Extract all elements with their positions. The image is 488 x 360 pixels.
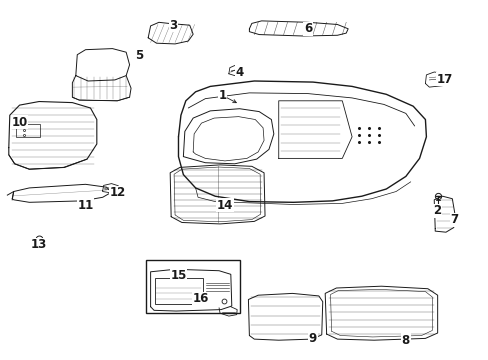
Text: 8: 8 [401,334,409,347]
Text: 6: 6 [304,22,311,35]
Text: 9: 9 [308,332,316,345]
Text: 15: 15 [170,269,186,282]
Text: 14: 14 [216,199,233,212]
Text: 2: 2 [433,204,441,217]
Text: 17: 17 [436,73,452,86]
Text: 1: 1 [218,89,226,102]
Text: 5: 5 [135,49,143,62]
Bar [16,124,40,137]
Text: 11: 11 [77,199,94,212]
Text: 10: 10 [11,116,28,129]
Bar [154,278,203,304]
Text: 12: 12 [109,186,125,199]
Text: 7: 7 [450,213,458,226]
Text: 4: 4 [235,66,243,78]
Text: 16: 16 [192,292,208,305]
Bar [145,260,239,313]
Text: 3: 3 [169,19,177,32]
Text: 13: 13 [31,238,47,251]
